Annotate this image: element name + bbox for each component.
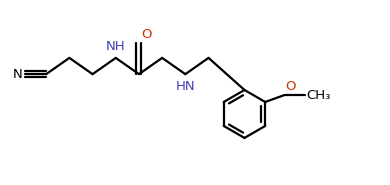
- Text: O: O: [286, 80, 296, 93]
- Text: NH: NH: [106, 40, 126, 53]
- Text: HN: HN: [176, 80, 195, 93]
- Text: CH₃: CH₃: [306, 88, 331, 102]
- Text: N: N: [12, 68, 22, 81]
- Text: O: O: [141, 28, 152, 41]
